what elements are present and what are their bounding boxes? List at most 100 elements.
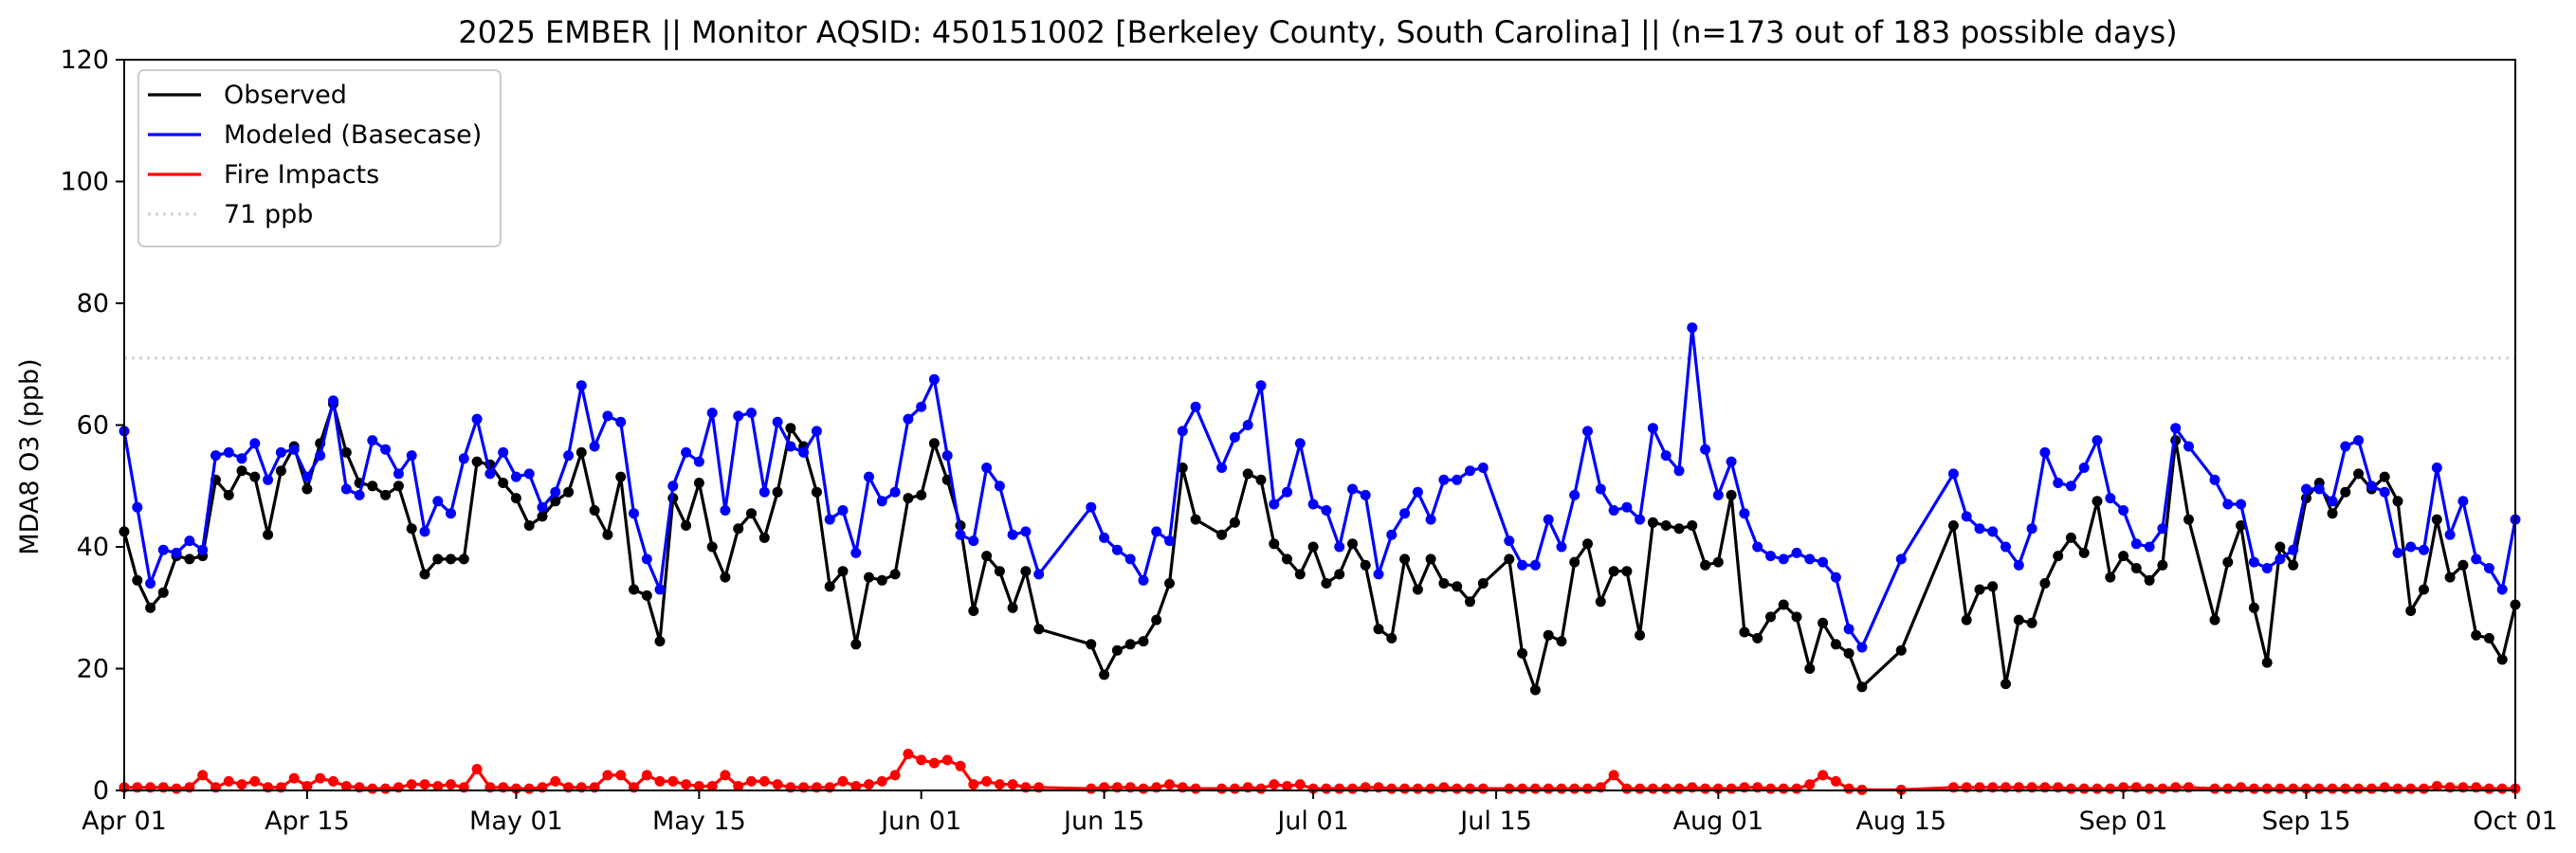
data-point-observed	[1647, 517, 1658, 528]
data-point-modeled-basecase	[1307, 499, 1319, 510]
data-point-modeled-basecase	[968, 535, 979, 547]
data-point-observed	[1987, 581, 1999, 592]
data-point-fire-impacts	[2483, 783, 2494, 794]
data-point-observed	[406, 523, 417, 535]
data-point-observed	[1307, 541, 1319, 553]
data-point-fire-impacts	[2275, 783, 2286, 794]
data-point-fire-impacts	[667, 775, 679, 787]
data-point-modeled-basecase	[393, 468, 404, 480]
data-point-modeled-basecase	[2405, 541, 2417, 553]
data-point-modeled-basecase	[2288, 544, 2299, 555]
data-point-modeled-basecase	[955, 529, 966, 540]
data-point-modeled-basecase	[1961, 511, 1972, 522]
data-point-observed	[1255, 474, 1267, 485]
data-point-modeled-basecase	[1504, 535, 1515, 547]
data-point-observed	[1843, 647, 1854, 659]
data-point-fire-impacts	[2340, 783, 2351, 794]
data-point-modeled-basecase	[1947, 468, 1959, 480]
data-point-observed	[223, 489, 234, 500]
series-observed	[119, 398, 2521, 696]
data-point-modeled-basecase	[1843, 624, 1854, 635]
data-point-modeled-basecase	[380, 444, 392, 455]
data-point-observed	[2327, 508, 2338, 519]
data-point-modeled-basecase	[629, 508, 639, 519]
data-point-modeled-basecase	[197, 544, 209, 555]
data-point-fire-impacts	[2496, 783, 2508, 794]
data-point-observed	[824, 581, 835, 592]
data-point-modeled-basecase	[2105, 493, 2116, 504]
data-point-fire-impacts	[419, 779, 430, 790]
data-point-fire-impacts	[772, 779, 783, 790]
data-point-modeled-basecase	[1477, 463, 1489, 473]
data-point-modeled-basecase	[2001, 541, 2011, 553]
data-point-modeled-basecase	[1582, 426, 1593, 437]
data-point-modeled-basecase	[1452, 474, 1463, 485]
data-point-observed	[602, 529, 613, 540]
data-point-modeled-basecase	[903, 413, 914, 425]
data-point-observed	[2092, 496, 2103, 507]
data-point-fire-impacts	[1190, 783, 1201, 794]
data-point-fire-impacts	[1791, 783, 1802, 794]
data-point-observed	[1712, 556, 1724, 568]
data-point-observed	[432, 554, 444, 565]
data-point-observed	[1556, 636, 1567, 647]
data-point-modeled-basecase	[2261, 563, 2273, 573]
data-point-observed	[928, 438, 940, 449]
data-point-modeled-basecase	[1255, 380, 1267, 391]
data-point-fire-impacts	[1412, 783, 1423, 794]
data-point-modeled-basecase	[1647, 423, 1658, 434]
data-point-modeled-basecase	[2301, 483, 2311, 495]
data-point-modeled-basecase	[2236, 499, 2247, 510]
data-point-modeled-basecase	[446, 508, 456, 519]
data-point-observed	[706, 541, 718, 553]
data-point-observed	[2405, 606, 2417, 616]
data-point-modeled-basecase	[2457, 496, 2469, 507]
data-point-observed	[1229, 517, 1240, 528]
data-point-observed	[471, 456, 483, 467]
data-point-modeled-basecase	[288, 444, 300, 455]
data-point-observed	[1791, 611, 1802, 623]
data-point-modeled-basecase	[2392, 547, 2403, 558]
x-tick-label: Jun 01	[879, 807, 961, 836]
chart-title: 2025 EMBER || Monitor AQSID: 450151002 […	[458, 14, 2177, 50]
data-point-modeled-basecase	[2130, 538, 2142, 550]
data-point-modeled-basecase	[1595, 483, 1606, 495]
data-point-fire-impacts	[288, 772, 300, 784]
data-point-modeled-basecase	[1138, 574, 1149, 586]
data-point-fire-impacts	[746, 775, 757, 787]
data-point-observed	[367, 481, 378, 492]
data-point-modeled-basecase	[275, 446, 286, 458]
data-point-fire-impacts	[641, 770, 652, 781]
data-point-modeled-basecase	[2170, 423, 2182, 434]
data-point-modeled-basecase	[1294, 438, 1306, 449]
data-point-fire-impacts	[1465, 783, 1475, 794]
data-point-modeled-basecase	[2039, 446, 2051, 458]
data-point-observed	[1529, 684, 1541, 696]
data-point-modeled-basecase	[1007, 529, 1018, 540]
data-point-fire-impacts	[1529, 783, 1541, 794]
y-tick-label: 120	[60, 45, 109, 75]
data-point-modeled-basecase	[1321, 505, 1332, 516]
data-point-fire-impacts	[2222, 783, 2234, 794]
data-point-observed	[1804, 663, 1816, 674]
data-point-fire-impacts	[2392, 783, 2403, 794]
data-point-modeled-basecase	[1111, 544, 1123, 555]
data-point-observed	[876, 574, 887, 586]
data-point-modeled-basecase	[746, 408, 757, 419]
data-point-observed	[157, 587, 169, 598]
data-point-modeled-basecase	[811, 426, 822, 437]
x-tick-label: Apr 15	[265, 807, 350, 836]
data-point-fire-impacts	[550, 775, 561, 787]
data-point-fire-impacts	[446, 779, 456, 790]
data-point-fire-impacts	[1425, 783, 1436, 794]
data-point-modeled-basecase	[2431, 463, 2442, 473]
data-point-modeled-basecase	[523, 468, 535, 480]
data-point-modeled-basecase	[2340, 441, 2351, 452]
data-point-modeled-basecase	[1700, 444, 1711, 455]
data-point-modeled-basecase	[1778, 554, 1789, 565]
data-point-fire-impacts	[1164, 779, 1175, 790]
data-point-modeled-basecase	[1791, 547, 1802, 558]
data-point-modeled-basecase	[2366, 481, 2377, 492]
data-point-fire-impacts	[758, 775, 770, 787]
data-point-observed	[1582, 538, 1593, 550]
